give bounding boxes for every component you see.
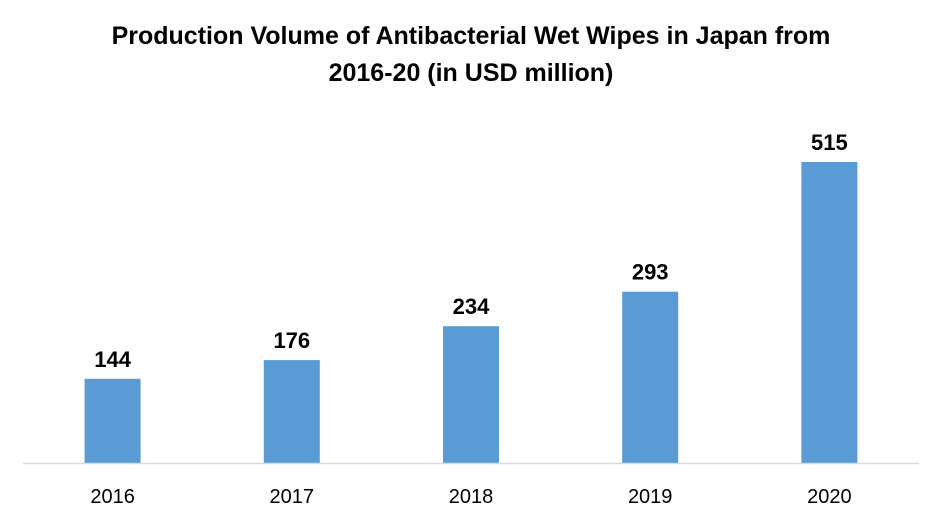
bar-2018 — [443, 326, 499, 463]
x-tick-label-2020: 2020 — [807, 486, 852, 508]
data-label-2019: 293 — [632, 260, 669, 285]
data-label-2020: 515 — [811, 130, 848, 155]
bar-2020 — [801, 162, 857, 463]
bar-2019 — [622, 292, 678, 463]
x-tick-label-2017: 2017 — [270, 486, 315, 508]
x-tick-label-2019: 2019 — [628, 486, 673, 508]
data-label-2016: 144 — [94, 347, 131, 372]
x-tick-label-2016: 2016 — [90, 486, 135, 508]
data-label-2018: 234 — [453, 294, 490, 319]
bar-2016 — [85, 379, 141, 463]
data-label-2017: 176 — [273, 328, 310, 353]
x-tick-label-2018: 2018 — [449, 486, 494, 508]
bar-2017 — [264, 360, 320, 463]
